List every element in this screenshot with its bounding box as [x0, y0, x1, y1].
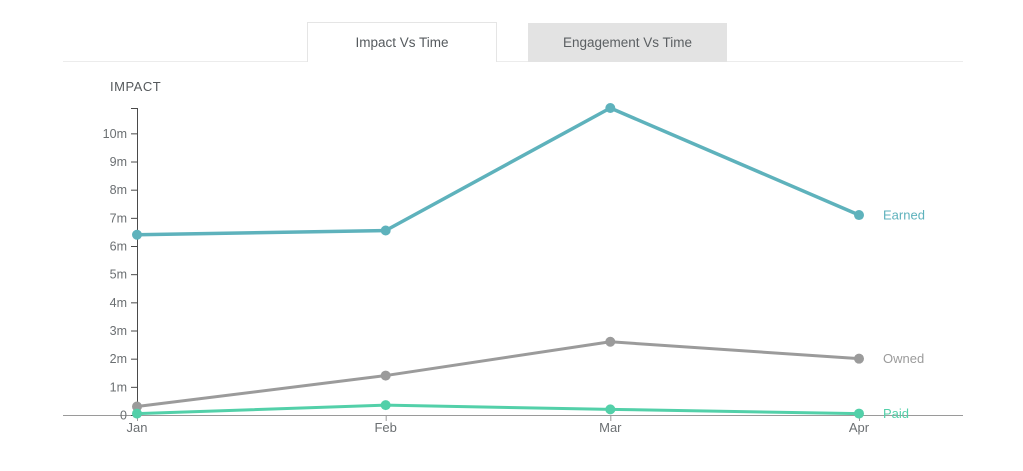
point-owned-apr [854, 353, 864, 364]
point-owned-mar [605, 336, 616, 347]
point-paid-feb [380, 400, 391, 411]
x-tick-label: Mar [599, 420, 622, 435]
point-earned-jan [132, 229, 142, 240]
tab-engagement-vs-time-label: Engagement Vs Time [562, 35, 693, 50]
tab-impact-vs-time-label: Impact Vs Time [355, 35, 449, 50]
series-label-earned: Earned [883, 208, 925, 223]
tab-bar-divider [63, 61, 963, 62]
tab-impact-vs-time[interactable]: Impact Vs Time [307, 22, 497, 62]
y-tick-label: 5m [110, 268, 127, 282]
point-owned-jan [132, 401, 142, 412]
series-label-owned: Owned [883, 351, 924, 366]
x-tick-label: Feb [374, 420, 396, 435]
series-paid: Paid [132, 400, 909, 421]
series-owned: Owned [132, 336, 924, 412]
series-line-earned [135, 106, 861, 237]
y-tick-label: 7m [110, 211, 127, 225]
chart-title: IMPACT [110, 79, 162, 94]
point-earned-mar [605, 103, 616, 113]
impact-line-chart: IMPACT Jan Feb Mar Apr 0 1m 2m 3m 4m 5m 6m 7m 8m 9m 10… [0, 62, 1023, 466]
y-tick-label: 1m [110, 380, 127, 394]
y-tick-label: 9m [110, 155, 127, 169]
tab-bar: Impact Vs Time Engagement Vs Time [0, 0, 1023, 62]
y-axis: 0 1m 2m 3m 4m 5m 6m 7m 8m 9m 10m [103, 108, 138, 423]
x-axis: Jan Feb Mar Apr [63, 415, 963, 435]
y-tick-label: 8m [110, 183, 127, 197]
point-paid-jan [132, 408, 142, 419]
y-tick-label: 0 [120, 409, 127, 423]
y-tick-label: 3m [110, 324, 127, 338]
series-label-paid: Paid [883, 406, 909, 421]
chart-canvas: Jan Feb Mar Apr 0 1m 2m 3m 4m 5m 6m 7m 8m 9m 10m Owned E… [63, 103, 963, 435]
point-paid-mar [605, 404, 616, 415]
x-tick-label: Apr [849, 420, 870, 435]
point-owned-feb [380, 370, 391, 381]
x-tick-label: Jan [127, 420, 148, 435]
point-earned-apr [854, 210, 864, 221]
tab-engagement-vs-time[interactable]: Engagement Vs Time [528, 23, 727, 62]
series-earned: Earned [132, 103, 925, 240]
point-paid-apr [854, 408, 864, 419]
y-tick-label: 2m [110, 352, 127, 366]
point-earned-feb [380, 225, 391, 236]
series-line-owned [135, 340, 861, 409]
y-tick-label: 6m [110, 240, 127, 254]
y-tick-label: 10m [103, 127, 127, 141]
series-line-paid [135, 403, 861, 416]
y-tick-label: 4m [110, 296, 127, 310]
